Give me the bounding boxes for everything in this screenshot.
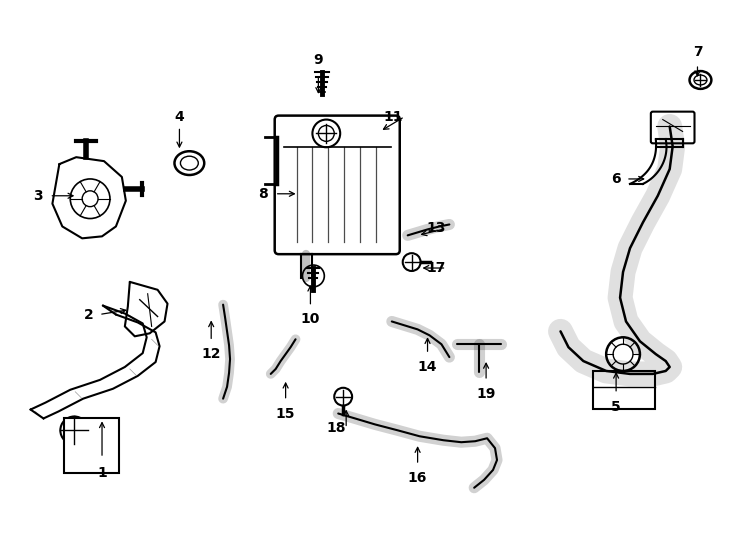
Text: 10: 10 — [301, 313, 320, 327]
Text: 6: 6 — [611, 172, 621, 186]
FancyBboxPatch shape — [651, 112, 694, 143]
Text: 11: 11 — [383, 110, 402, 124]
Text: 13: 13 — [426, 221, 446, 235]
Text: 3: 3 — [33, 189, 43, 203]
Text: 1: 1 — [97, 466, 107, 480]
Bar — [65, 418, 119, 473]
Text: 16: 16 — [408, 471, 427, 485]
Text: 7: 7 — [693, 45, 702, 59]
Text: 4: 4 — [175, 110, 184, 124]
Text: 9: 9 — [313, 53, 323, 67]
Text: 12: 12 — [201, 347, 221, 361]
Text: 8: 8 — [258, 187, 268, 201]
Text: 14: 14 — [418, 360, 437, 374]
Text: 19: 19 — [476, 387, 495, 401]
Text: 15: 15 — [276, 407, 295, 421]
Text: 17: 17 — [426, 261, 446, 275]
Text: 2: 2 — [84, 308, 94, 321]
FancyBboxPatch shape — [275, 116, 400, 254]
Text: 5: 5 — [611, 400, 621, 414]
Text: 18: 18 — [327, 421, 346, 435]
Bar — [593, 371, 655, 409]
